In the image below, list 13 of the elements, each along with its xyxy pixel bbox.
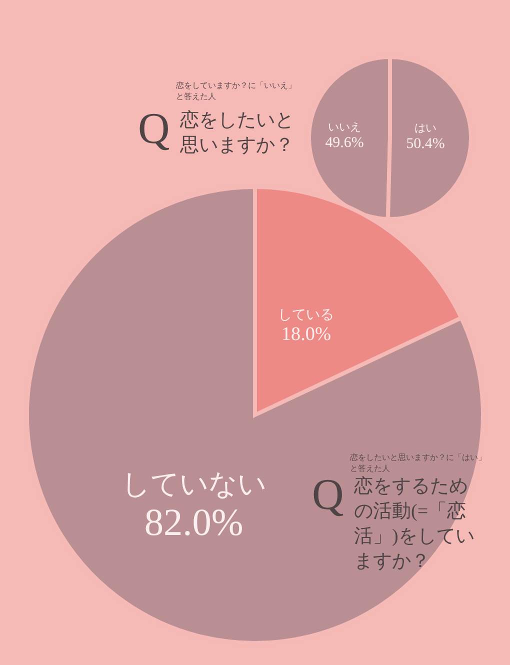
text: Q (138, 104, 170, 154)
data-label: 50.4% (406, 136, 445, 152)
text: Q (312, 470, 344, 520)
data-label: 82.0% (144, 502, 244, 544)
slice-label: いいえ (328, 122, 362, 134)
text: 恋をしていますか？に「いいえ」と答えた人 (176, 80, 296, 102)
data-label: 49.6% (325, 134, 364, 151)
text: 恋をしたいと思いますか？ (180, 109, 295, 158)
slice-label: している (278, 306, 334, 323)
slice-label: はい (414, 122, 436, 135)
text: 恋をしたいと思いますか？に「はい」と答えた人 (350, 452, 487, 474)
slice-label: していない (121, 470, 266, 501)
data-label: 18.0% (281, 324, 331, 345)
